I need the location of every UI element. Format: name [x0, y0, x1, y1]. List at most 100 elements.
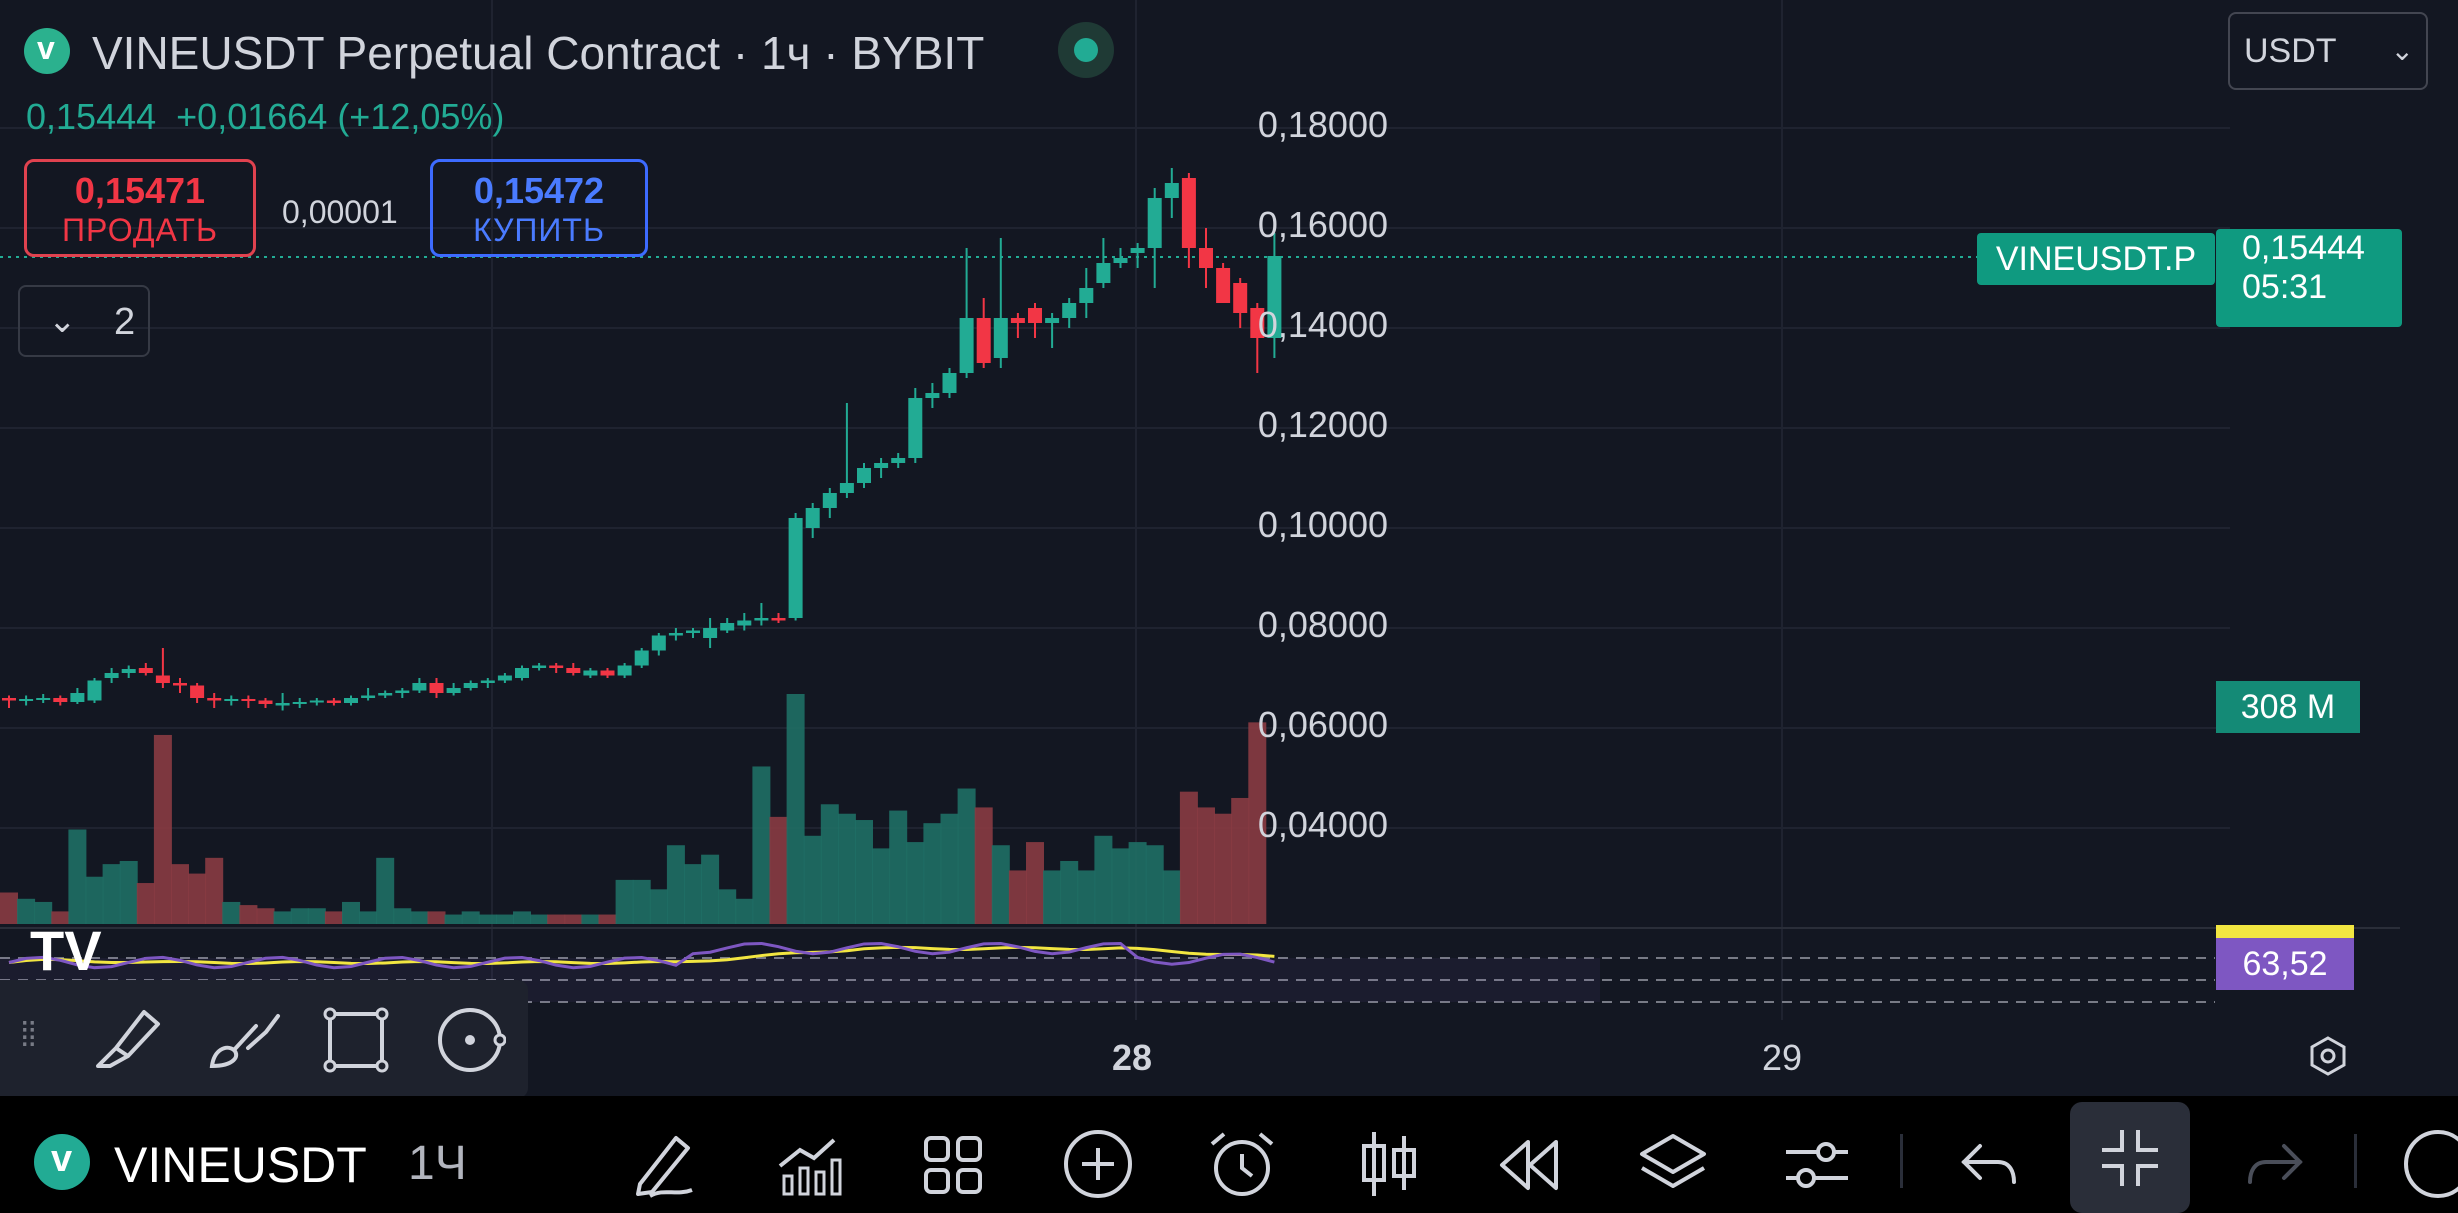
- clock-icon[interactable]: [2400, 1126, 2458, 1202]
- candle-body: [1096, 263, 1111, 283]
- price-axis-label: 0,06000: [1257, 704, 1388, 745]
- candle-body: [1113, 258, 1128, 263]
- layers-icon[interactable]: [1636, 1128, 1710, 1202]
- candle-body: [925, 393, 940, 398]
- buy-button[interactable]: 0,15472 КУПИТЬ: [430, 159, 648, 257]
- interval-button[interactable]: 1Ч: [408, 1137, 467, 1190]
- candle-body: [1216, 268, 1231, 303]
- candle-body: [1045, 318, 1060, 323]
- change-value: +0,01664 (+12,05%): [176, 96, 505, 137]
- candle-body: [720, 623, 735, 631]
- spread-value: 0,00001: [282, 194, 398, 230]
- last-price-value: 0,15444: [26, 96, 157, 137]
- volume-bar: [256, 908, 275, 924]
- volume-bar: [478, 914, 497, 924]
- candle-body: [857, 468, 871, 483]
- settings-icon[interactable]: [1780, 1128, 1854, 1202]
- rectangle-icon[interactable]: [320, 1004, 392, 1076]
- chart-title[interactable]: VINEUSDT Perpetual Contract · 1ч · BYBIT: [92, 27, 985, 79]
- candle-body: [1199, 248, 1213, 268]
- alert-icon[interactable]: [1204, 1126, 1280, 1202]
- candle-body: [1267, 256, 1282, 338]
- volume-bar: [615, 879, 634, 924]
- volume-bar: [1043, 870, 1062, 924]
- candle-body: [566, 668, 581, 673]
- symbol-search-button[interactable]: VINEUSDT: [114, 1137, 367, 1193]
- volume-bar: [171, 864, 189, 924]
- volume-bar: [991, 845, 1010, 924]
- indicators-toggle[interactable]: ⌄ 2: [18, 285, 150, 357]
- candle-body: [1028, 308, 1042, 323]
- volume-bar: [376, 857, 395, 924]
- candle-body: [549, 665, 564, 668]
- volume-bar: [957, 788, 976, 924]
- volume-bar: [1094, 835, 1113, 924]
- candle-body: [121, 669, 136, 673]
- add-icon[interactable]: [1060, 1126, 1136, 1202]
- volume-bar: [205, 857, 224, 924]
- brush-icon[interactable]: [204, 1004, 284, 1074]
- volume-bar: [1162, 870, 1181, 924]
- collapse-button[interactable]: [2070, 1102, 2190, 1213]
- volume-bar: [393, 908, 412, 924]
- highlighter-icon[interactable]: [88, 1004, 168, 1074]
- volume-bar: [803, 835, 822, 924]
- candles-icon[interactable]: [1350, 1126, 1426, 1202]
- chevron-down-icon: ⌄: [48, 302, 77, 340]
- toolbar-divider: [2354, 1134, 2357, 1188]
- candle-body: [446, 688, 461, 693]
- indicators-icon[interactable]: [774, 1130, 844, 1200]
- candle-body: [805, 508, 820, 528]
- rsi-ma-line: [8, 945, 1275, 966]
- price-axis-label: 0,14000: [1257, 304, 1388, 345]
- redo-icon[interactable]: [2240, 1130, 2310, 1200]
- candle-body: [1147, 198, 1162, 248]
- candle-body: [155, 675, 170, 683]
- volume-bar: [1077, 870, 1096, 924]
- volume-bar: [786, 694, 805, 924]
- volume-bar: [513, 911, 531, 924]
- candle-body: [429, 683, 444, 693]
- volume-bar: [290, 908, 309, 924]
- candle-body: [224, 699, 239, 701]
- undo-icon[interactable]: [1954, 1130, 2024, 1200]
- candle-body: [617, 665, 632, 676]
- candle-body: [959, 318, 974, 373]
- volume-bar: [974, 807, 993, 924]
- pen-icon[interactable]: [630, 1130, 700, 1200]
- volume-bar: [68, 829, 87, 924]
- replay-icon[interactable]: [1494, 1130, 1564, 1200]
- candle-body: [771, 618, 786, 621]
- currency-select[interactable]: USDT ⌄: [2228, 12, 2428, 90]
- settings-hex-icon[interactable]: [2306, 1034, 2350, 1078]
- volume-tag: 308 M: [2216, 681, 2360, 733]
- price-axis-label: 0,16000: [1257, 204, 1388, 245]
- volume-bar: [273, 911, 292, 924]
- candle-body: [532, 665, 547, 668]
- volume-bar: [906, 842, 925, 924]
- candle-body: [497, 675, 512, 681]
- circle-icon[interactable]: [434, 1004, 506, 1076]
- candle-body: [515, 668, 529, 678]
- volume-bar: [1128, 842, 1147, 924]
- current-price: 0,15444: [2242, 229, 2365, 267]
- volume-bar: [564, 914, 583, 924]
- price-axis-label: 0,18000: [1257, 104, 1388, 145]
- candle-body: [1130, 248, 1145, 253]
- drag-handle-icon[interactable]: ⁞⁞: [20, 1016, 37, 1054]
- currency-value: USDT: [2244, 32, 2337, 70]
- sell-button[interactable]: 0,15471 ПРОДАТЬ: [24, 159, 256, 257]
- candle-body: [1164, 183, 1179, 198]
- candle-body: [634, 650, 649, 666]
- price-change: 0,15444 +0,01664 (+12,05%): [26, 96, 504, 138]
- candle-body: [138, 668, 153, 673]
- grid-icon[interactable]: [918, 1130, 988, 1200]
- price-axis-label: 0,04000: [1257, 804, 1388, 845]
- volume-bar: [51, 911, 70, 924]
- volume-bar: [735, 898, 754, 924]
- candle-body: [976, 318, 991, 363]
- volume-bar: [461, 911, 480, 924]
- candle-body: [19, 699, 34, 701]
- volume-bar: [1197, 807, 1215, 924]
